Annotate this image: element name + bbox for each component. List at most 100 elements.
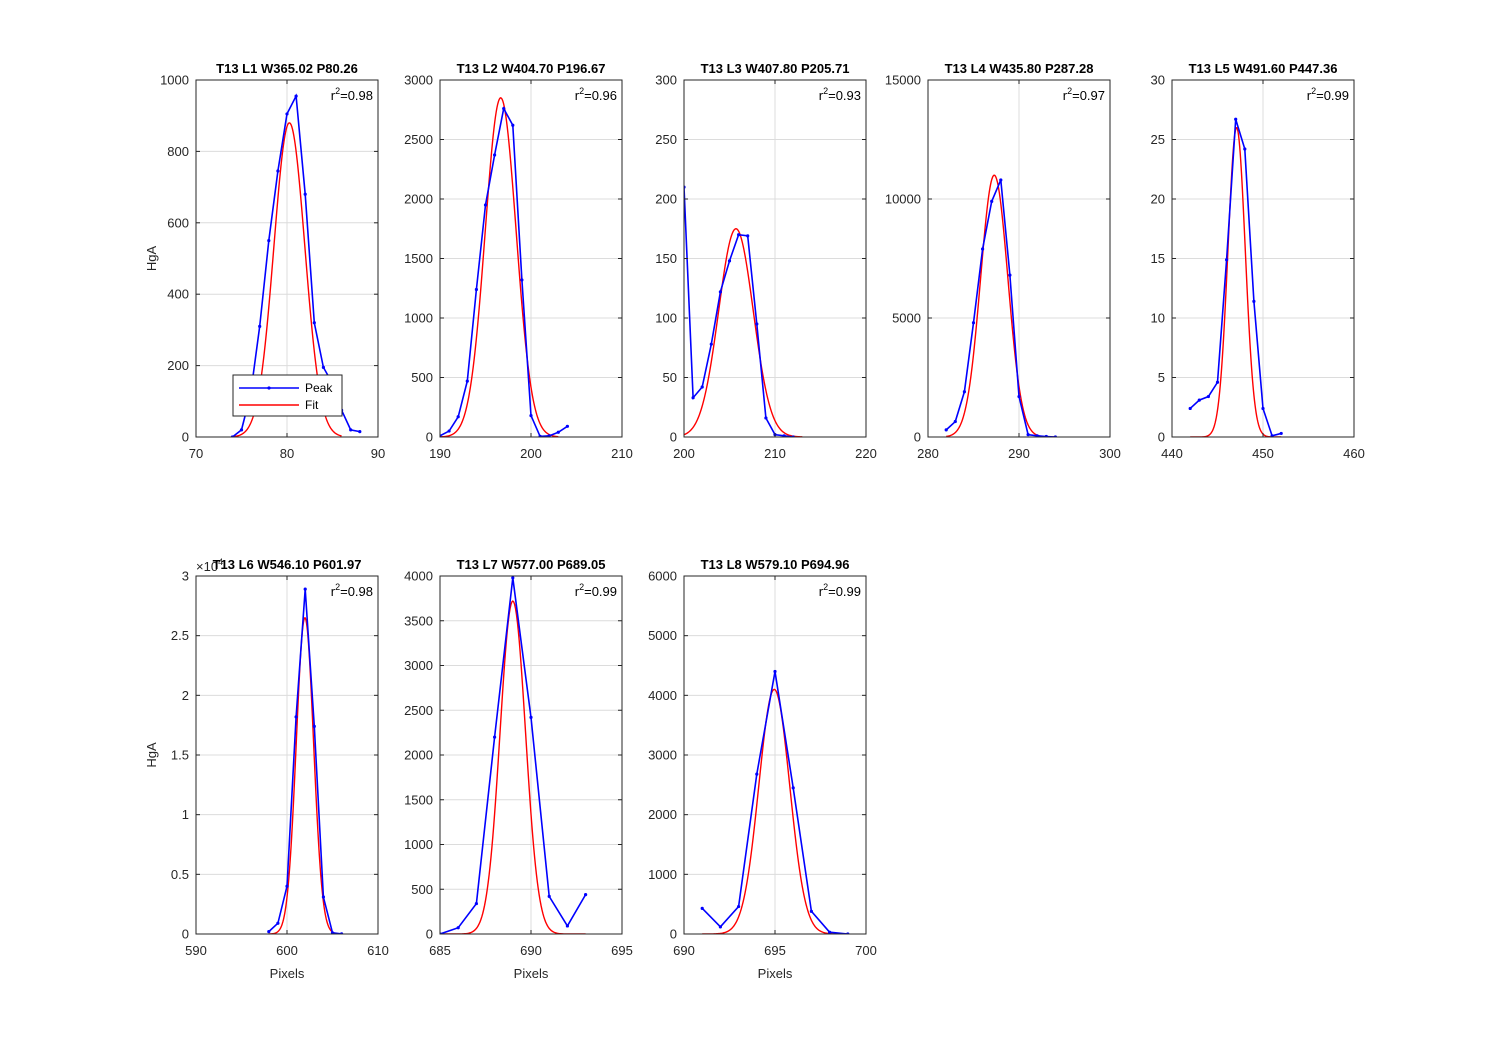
y-tick-label: 1000 — [648, 867, 677, 882]
subplot-title: T13 L3 W407.80 P205.71 — [701, 61, 850, 76]
peak-point — [358, 430, 362, 434]
peak-point — [828, 930, 832, 934]
peak-point — [737, 904, 741, 909]
y-tick-label: 3000 — [648, 748, 677, 763]
y-tick-label: 2000 — [404, 748, 433, 763]
y-tick-label: 5000 — [648, 628, 677, 643]
peak-point — [267, 930, 271, 934]
peak-point — [727, 259, 732, 263]
peak-point — [547, 894, 551, 899]
y-tick-label: 1500 — [404, 792, 433, 807]
y-tick-label: 0 — [426, 927, 433, 942]
peak-point — [990, 199, 994, 203]
x-tick-label: 280 — [917, 446, 939, 461]
y-tick-label: 1.5 — [171, 748, 189, 763]
peak-point — [1261, 406, 1265, 411]
peak-point — [791, 786, 795, 790]
y-axis-label: HgA — [144, 246, 159, 272]
r-squared-label: r2=0.97 — [1063, 86, 1105, 103]
y-tick-label: 0 — [670, 430, 677, 445]
peak-point — [1234, 117, 1238, 121]
y-tick-label: 500 — [411, 882, 433, 897]
x-tick-label: 695 — [764, 943, 786, 958]
subplot-7: 685 690 695 0 500 1000 1500 2000 2500 3000 3500 400… — [404, 557, 633, 981]
y-tick-label: 20 — [1151, 192, 1165, 207]
peak-point — [565, 924, 570, 928]
peak-point — [483, 203, 488, 207]
peak-point — [1270, 434, 1274, 437]
peak-point — [511, 576, 515, 580]
peak-point — [764, 416, 768, 420]
legend-fit-label: Fit — [305, 398, 319, 412]
x-tick-label: 590 — [185, 943, 207, 958]
peak-point — [981, 247, 985, 251]
x-tick-label: 460 — [1343, 446, 1365, 461]
peak-point — [456, 926, 460, 930]
y-tick-label: 10 — [1151, 311, 1165, 326]
y-tick-label: 1000 — [404, 837, 433, 852]
fit-line — [702, 688, 848, 934]
subplot-5: 440 450 460 0 5 10 15 20 25 30 T13 L5 W491.60 P447… — [1151, 61, 1365, 461]
x-axis-label: Pixels — [270, 966, 305, 981]
peak-point — [773, 669, 777, 674]
r-squared-label: r2=0.99 — [575, 582, 617, 599]
y-tick-label: 2500 — [404, 132, 433, 147]
peak-point — [474, 287, 478, 292]
r-squared-label: r2=0.98 — [331, 86, 373, 103]
peak-point — [700, 906, 704, 910]
subplot-title: T13 L4 W435.80 P287.28 — [945, 61, 1094, 76]
r-squared-label: r2=0.96 — [575, 86, 617, 103]
peak-point — [746, 234, 750, 238]
peak-point — [330, 931, 335, 934]
x-tick-label: 210 — [611, 446, 633, 461]
y-tick-label: 600 — [167, 215, 189, 230]
peak-point — [755, 322, 759, 326]
peak-point — [962, 390, 967, 394]
y-tick-label: 4000 — [404, 569, 433, 584]
y-tick-label: 100 — [655, 311, 677, 326]
peak-point — [447, 429, 451, 433]
y-tick-label: 6000 — [648, 569, 677, 584]
x-tick-label: 600 — [276, 943, 298, 958]
fit-line — [440, 97, 559, 437]
peak-point — [1035, 434, 1039, 437]
y-tick-label: 3500 — [404, 613, 433, 628]
peak-point — [465, 379, 469, 383]
peak-point — [755, 772, 759, 776]
peak-point — [944, 428, 948, 432]
r-squared-label: r2=0.93 — [819, 86, 861, 103]
y-tick-label: 1000 — [404, 311, 433, 326]
x-tick-label: 200 — [520, 446, 542, 461]
x-tick-label: 290 — [1008, 446, 1030, 461]
y-axis-label: HgA — [144, 742, 159, 768]
peak-point — [953, 419, 957, 424]
peak-point — [809, 909, 814, 913]
x-tick-label: 450 — [1252, 446, 1274, 461]
y-tick-label: 3000 — [404, 73, 433, 88]
y-tick-label: 2500 — [404, 703, 433, 718]
peak-point — [1206, 394, 1210, 399]
y-tick-label: 15000 — [885, 73, 921, 88]
peak-point — [303, 192, 307, 196]
x-tick-label: 700 — [855, 943, 877, 958]
subplot-2: 190 200 210 0 500 1000 1500 2000 2500 3000 T13 L2 … — [404, 61, 633, 461]
x-tick-label: 610 — [367, 943, 389, 958]
peak-point — [529, 715, 533, 720]
y-tick-label: 2 — [182, 688, 189, 703]
peak-point — [782, 434, 786, 437]
x-tick-label: 685 — [429, 943, 451, 958]
subplot-title: T13 L7 W577.00 P689.05 — [457, 557, 606, 572]
x-tick-label: 200 — [673, 446, 695, 461]
peak-point — [493, 735, 497, 739]
r-squared-label: r2=0.99 — [1307, 86, 1349, 103]
y-tick-label: 0 — [182, 927, 189, 942]
peak-point — [547, 434, 551, 437]
peak-point — [584, 893, 588, 897]
peak-point — [276, 169, 280, 173]
y-tick-label: 15 — [1151, 251, 1165, 266]
y-tick-label: 50 — [663, 370, 677, 385]
subplot-4: 280 290 300 0 5000 10000 15000 T13 L4 W435.80 P… — [885, 61, 1121, 461]
peak-point — [718, 290, 723, 294]
y-tick-label: 1000 — [160, 73, 189, 88]
y-tick-label: 25 — [1151, 132, 1165, 147]
